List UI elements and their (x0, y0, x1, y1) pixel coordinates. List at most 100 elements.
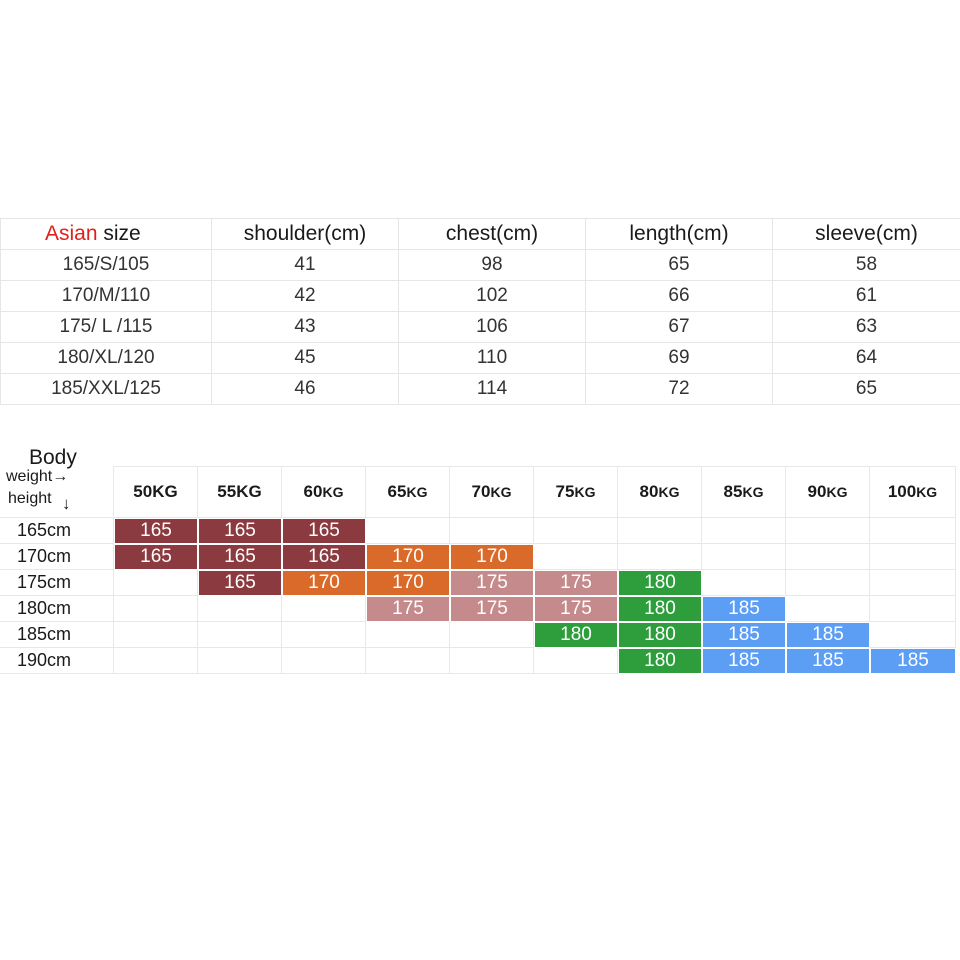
table-cell: 102 (398, 280, 586, 312)
height-label: height (8, 490, 52, 507)
size-cell: 175 (450, 596, 534, 622)
size-cell: 185 (786, 648, 870, 674)
size-cell: 170 (450, 544, 534, 570)
empty-cell (114, 596, 198, 622)
table-cell: 65 (585, 249, 773, 281)
table-cell: 67 (585, 311, 773, 343)
weight-unit: KG (322, 484, 344, 500)
table-cell: 175/ L /115 (0, 311, 212, 343)
weight-header: 85 KG (702, 466, 786, 518)
table-cell: 58 (772, 249, 960, 281)
empty-cell (114, 622, 198, 648)
height-row-label: 170cm (0, 544, 114, 570)
table-cell: 64 (772, 342, 960, 374)
table-cell: 43 (211, 311, 399, 343)
size-cell: 170 (366, 570, 450, 596)
size-table-header: Asian size shoulder(cm) chest(cm) length… (0, 218, 960, 250)
size-cell: 180 (534, 622, 618, 648)
empty-cell (534, 518, 618, 544)
empty-cell (786, 544, 870, 570)
empty-cell (702, 570, 786, 596)
weight-unit: KG (826, 484, 848, 500)
empty-cell (282, 648, 366, 674)
table-cell: 69 (585, 342, 773, 374)
size-cell: 165 (282, 544, 366, 570)
empty-cell (786, 570, 870, 596)
empty-cell (786, 596, 870, 622)
empty-cell (366, 648, 450, 674)
weight-header: 70 KG (450, 466, 534, 518)
size-cell: 185 (702, 648, 786, 674)
height-row-label: 175cm (0, 570, 114, 596)
empty-cell (450, 648, 534, 674)
weight-header: 65 KG (366, 466, 450, 518)
empty-cell (282, 622, 366, 648)
size-cell: 170 (366, 544, 450, 570)
weight-value: 80 (639, 482, 659, 501)
column-header: chest(cm) (398, 218, 586, 250)
size-cell: 165 (198, 570, 282, 596)
weight-value: 70 (471, 482, 491, 501)
weight-value: 100 (887, 482, 917, 501)
size-column-header: Asian size (0, 218, 212, 250)
size-cell: 175 (450, 570, 534, 596)
weight-header: 80 KG (618, 466, 702, 518)
empty-cell (366, 518, 450, 544)
weight-unit: KG (490, 484, 512, 500)
empty-cell (198, 622, 282, 648)
size-cell: 175 (366, 596, 450, 622)
table-cell: 110 (398, 342, 586, 374)
empty-cell (870, 570, 956, 596)
size-cell: 175 (534, 570, 618, 596)
height-row-label: 190cm (0, 648, 114, 674)
table-cell: 63 (772, 311, 960, 343)
empty-cell (366, 622, 450, 648)
table-cell: 185/XXL/125 (0, 373, 212, 405)
empty-cell (870, 518, 956, 544)
weight-value: 65 (387, 482, 407, 501)
empty-cell (198, 648, 282, 674)
size-cell: 165 (114, 544, 198, 570)
table-cell: 165/S/105 (0, 249, 212, 281)
column-header: sleeve(cm) (772, 218, 960, 250)
size-table: Asian size shoulder(cm) chest(cm) length… (0, 218, 960, 405)
empty-cell (786, 518, 870, 544)
weight-unit: KG (658, 484, 680, 500)
table-cell: 180/XL/120 (0, 342, 212, 374)
weight-label: weight→ (6, 468, 69, 485)
size-cell: 165 (114, 518, 198, 544)
table-row: 170/M/110 42 102 66 61 (0, 280, 960, 312)
weight-value: 50KG (133, 482, 178, 501)
table-cell: 42 (211, 280, 399, 312)
asian-label: Asian (45, 222, 98, 245)
size-cell: 180 (618, 596, 702, 622)
height-row-label: 180cm (0, 596, 114, 622)
size-cell: 185 (786, 622, 870, 648)
table-cell: 46 (211, 373, 399, 405)
empty-cell (534, 544, 618, 570)
empty-cell (870, 596, 956, 622)
table-row: 180/XL/120 45 110 69 64 (0, 342, 960, 374)
weight-unit: KG (742, 484, 764, 500)
empty-cell (114, 570, 198, 596)
table-cell: 170/M/110 (0, 280, 212, 312)
down-arrow-icon: ↓ (62, 494, 71, 513)
empty-cell (702, 518, 786, 544)
weight-value: 60 (303, 482, 323, 501)
size-cell: 180 (618, 622, 702, 648)
body-size-chart: 50KG 55KG 60 KG 65 KG 70 KG 75 KG 80 KG 85 KG 90 KG 100 K… (0, 446, 960, 676)
weight-value: 85 (723, 482, 743, 501)
size-cell: 185 (702, 622, 786, 648)
weight-header: 50KG (114, 466, 198, 518)
table-cell: 61 (772, 280, 960, 312)
table-cell: 45 (211, 342, 399, 374)
body-grid: 50KG 55KG 60 KG 65 KG 70 KG 75 KG 80 KG 85 KG 90 KG 100 K… (0, 466, 956, 674)
size-cell: 165 (198, 518, 282, 544)
empty-cell (450, 622, 534, 648)
table-cell: 72 (585, 373, 773, 405)
size-table-body: 165/S/105 41 98 65 58 170/M/110 42 102 66 61 175/ … (0, 249, 960, 405)
table-row: 185/XXL/125 46 114 72 65 (0, 373, 960, 405)
weight-header: 60 KG (282, 466, 366, 518)
weight-value: 75 (555, 482, 575, 501)
weight-value: 55KG (217, 482, 262, 501)
